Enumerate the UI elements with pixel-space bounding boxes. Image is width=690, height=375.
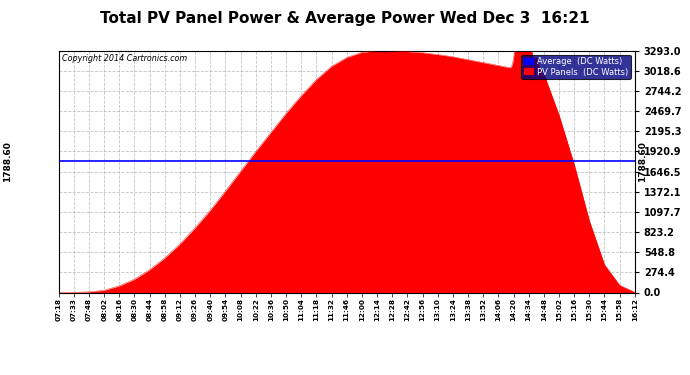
Text: Copyright 2014 Cartronics.com: Copyright 2014 Cartronics.com xyxy=(61,54,187,63)
Text: 1788.60: 1788.60 xyxy=(638,141,647,182)
Text: 1788.60: 1788.60 xyxy=(3,141,12,182)
Legend: Average  (DC Watts), PV Panels  (DC Watts): Average (DC Watts), PV Panels (DC Watts) xyxy=(521,55,631,79)
Text: Total PV Panel Power & Average Power Wed Dec 3  16:21: Total PV Panel Power & Average Power Wed… xyxy=(100,11,590,26)
